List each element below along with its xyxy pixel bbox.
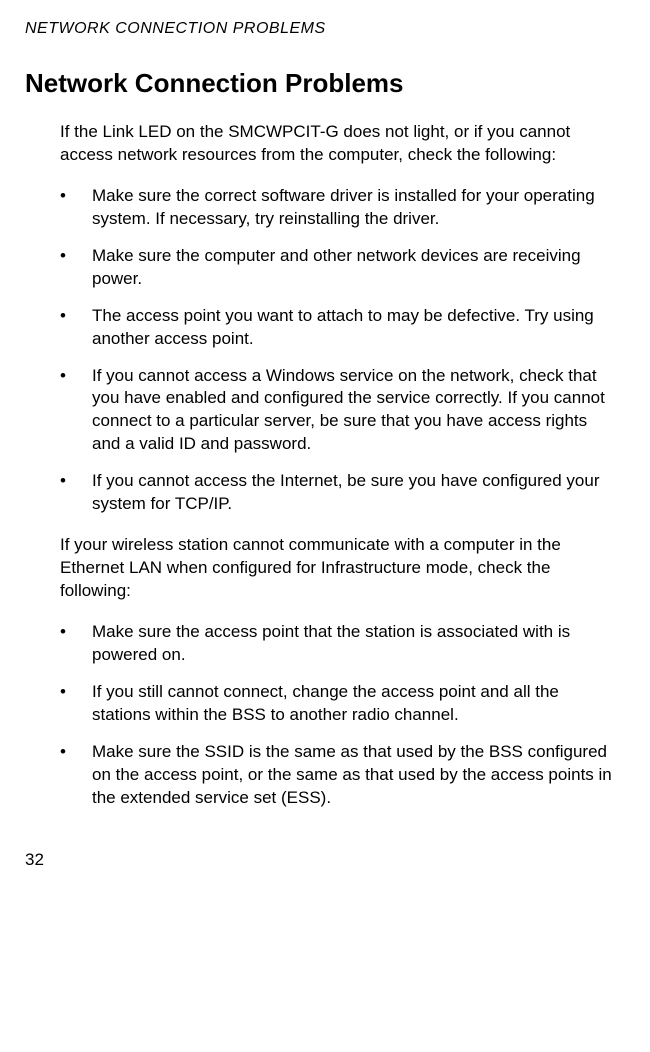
list-item: If you still cannot connect, change the … — [60, 681, 615, 727]
document-page: NETWORK CONNECTION PROBLEMS Network Conn… — [0, 0, 650, 890]
list-item: Make sure the computer and other network… — [60, 245, 615, 291]
list-item: If you cannot access the Internet, be su… — [60, 470, 615, 516]
list-item: Make sure the correct software driver is… — [60, 185, 615, 231]
list-item: If you cannot access a Windows service o… — [60, 365, 615, 457]
list-item: Make sure the SSID is the same as that u… — [60, 741, 615, 810]
intro-paragraph-2: If your wireless station cannot communic… — [60, 534, 615, 603]
bullet-list-1: Make sure the correct software driver is… — [60, 185, 615, 516]
list-item: Make sure the access point that the stat… — [60, 621, 615, 667]
list-item: The access point you want to attach to m… — [60, 305, 615, 351]
page-number: 32 — [25, 850, 615, 870]
bullet-list-2: Make sure the access point that the stat… — [60, 621, 615, 810]
intro-paragraph-1: If the Link LED on the SMCWPCIT-G does n… — [60, 121, 615, 167]
running-header: NETWORK CONNECTION PROBLEMS — [25, 20, 615, 38]
page-title: Network Connection Problems — [25, 68, 615, 99]
